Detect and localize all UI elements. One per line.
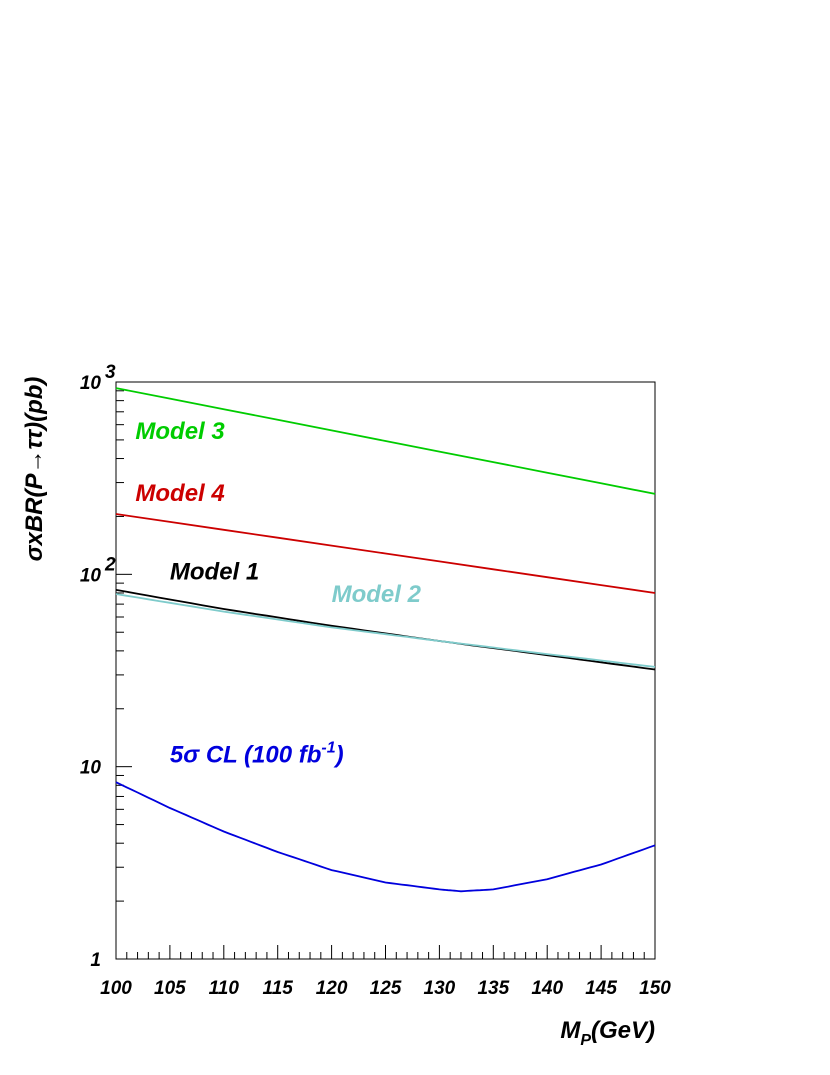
- y-tick-label: 10: [80, 758, 102, 779]
- x-tick-label: 130: [424, 978, 456, 999]
- x-tick-label: 105: [154, 978, 186, 999]
- x-tick-label: 135: [477, 978, 509, 999]
- y-tick-label: 1: [90, 950, 101, 971]
- series-label-3: Model 1: [170, 559, 259, 586]
- y-axis-title: σxBR(P→ττ)(pb): [21, 377, 48, 562]
- axes: 100 105 110 115 120 125 130 135 140 145 1501101021…: [21, 362, 671, 1049]
- x-tick-label: 115: [263, 978, 294, 999]
- labels: Model 3 Model 4 Model 1 Model 2 5σ CL (100 f…: [135, 418, 421, 769]
- series-line-2: [115, 513, 656, 594]
- x-tick-label: 120: [316, 978, 348, 999]
- x-tick-label: 125: [370, 978, 402, 999]
- series-line-4: [115, 593, 656, 668]
- series-line-1: [115, 387, 656, 495]
- y-tick-label: 10: [80, 565, 102, 586]
- series-label-2: Model 4: [135, 480, 224, 507]
- x-tick-label: 110: [209, 978, 240, 999]
- series-label-4: Model 2: [332, 581, 422, 608]
- x-tick-label: 145: [585, 978, 617, 999]
- y-tick-label: 10: [80, 373, 102, 394]
- y-tick-exponent: 3: [105, 362, 116, 383]
- series-label-5: 5σ CL (100 fb-1): [170, 740, 344, 769]
- series-line-5: [115, 781, 656, 893]
- x-tick-label: 100: [100, 978, 132, 999]
- y-tick-exponent: 2: [104, 554, 116, 575]
- x-tick-label: 150: [639, 978, 671, 999]
- x-tick-label: 140: [531, 978, 563, 999]
- series-label-1: Model 3: [135, 418, 225, 445]
- x-axis-title: MP(GeV): [560, 1017, 655, 1049]
- series-lines: [115, 387, 656, 893]
